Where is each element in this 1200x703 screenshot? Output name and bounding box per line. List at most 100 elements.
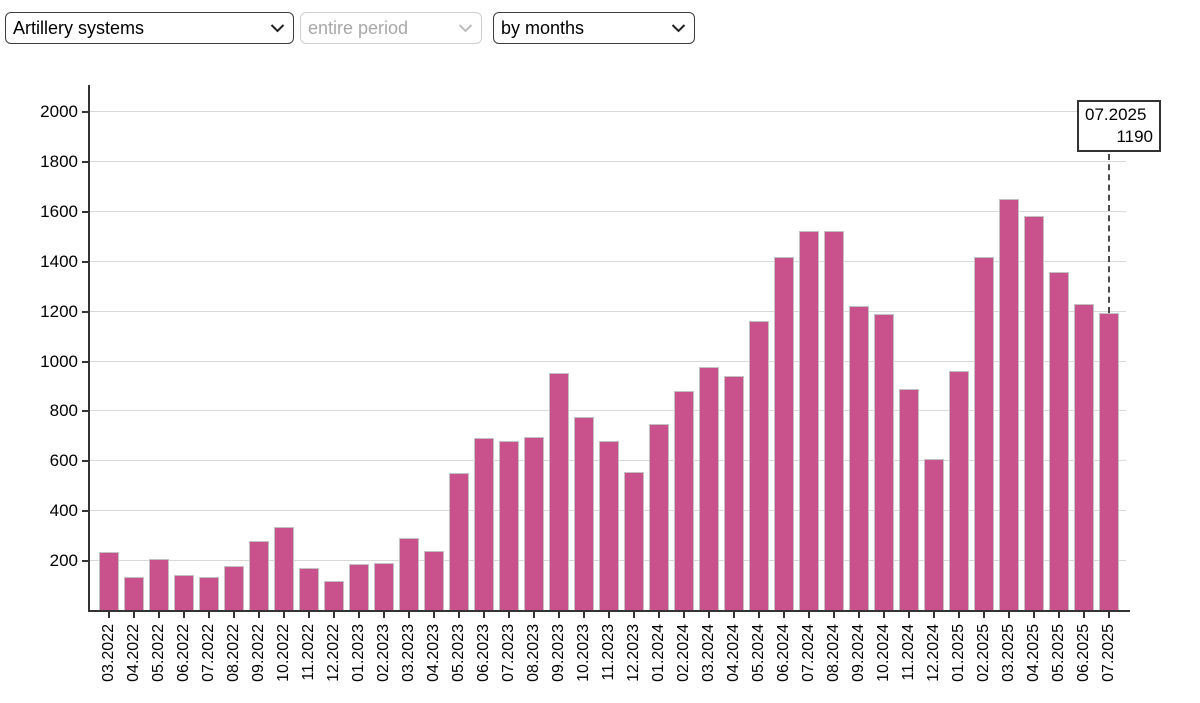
bar-03.2024[interactable] (699, 367, 719, 610)
bar-09.2023[interactable] (549, 373, 569, 610)
bar-07.2023[interactable] (499, 441, 519, 610)
bar-10.2022[interactable] (274, 527, 294, 610)
bar-02.2024[interactable] (674, 391, 694, 610)
x-tick (383, 612, 385, 618)
bar-10.2024[interactable] (874, 314, 894, 610)
bar-03.2023[interactable] (399, 538, 419, 610)
bar-04.2023[interactable] (424, 551, 444, 610)
bar-01.2024[interactable] (649, 424, 669, 610)
bar-06.2023[interactable] (474, 438, 494, 610)
bar-09.2024[interactable] (849, 306, 869, 610)
weapon-type-select[interactable]: Artillery systems (5, 12, 294, 44)
y-tick (82, 510, 88, 513)
bar-08.2024[interactable] (824, 231, 844, 610)
chart-tooltip: 07.2025 1190 (1077, 100, 1161, 152)
bar-03.2022[interactable] (99, 552, 119, 610)
x-tick (758, 612, 760, 618)
x-tick (633, 612, 635, 618)
x-tick (558, 612, 560, 618)
x-tick (233, 612, 235, 618)
bar-11.2024[interactable] (899, 389, 919, 610)
x-axis-label: 12.2024 (925, 624, 942, 682)
x-axis-label: 10.2023 (575, 624, 592, 682)
y-axis-label: 400 (49, 501, 78, 521)
bar-11.2023[interactable] (599, 441, 619, 610)
x-tick (1033, 612, 1035, 618)
y-tick (82, 360, 88, 363)
bar-01.2025[interactable] (949, 371, 969, 610)
grouping-select-wrap: by months (493, 12, 695, 44)
y-tick (82, 260, 88, 263)
x-axis-label: 12.2023 (625, 624, 642, 682)
x-axis-label: 02.2024 (675, 624, 692, 682)
y-gridline (88, 111, 1126, 112)
bar-01.2023[interactable] (349, 564, 369, 610)
x-axis-label: 05.2022 (150, 624, 167, 682)
x-tick (808, 612, 810, 618)
period-select[interactable]: entire period (300, 12, 482, 44)
x-axis-label: 04.2024 (725, 624, 742, 682)
bar-08.2022[interactable] (224, 566, 244, 610)
x-tick (1083, 612, 1085, 618)
x-axis-label: 06.2025 (1075, 624, 1092, 682)
x-axis-label: 07.2023 (500, 624, 517, 682)
y-axis-label: 2000 (40, 102, 78, 121)
y-tick (82, 210, 88, 213)
y-axis-label: 1600 (40, 201, 78, 221)
x-axis-label: 11.2024 (900, 624, 917, 681)
weapon-type-select-wrap: Artillery systems (5, 12, 294, 44)
bar-07.2025[interactable] (1099, 313, 1119, 610)
bar-09.2022[interactable] (249, 541, 269, 610)
bar-07.2024[interactable] (799, 231, 819, 610)
bar-12.2022[interactable] (324, 581, 344, 610)
x-axis-label: 08.2022 (225, 624, 242, 682)
bar-08.2023[interactable] (524, 437, 544, 610)
x-tick (1108, 612, 1110, 618)
x-axis-label: 10.2022 (275, 624, 292, 682)
bar-07.2022[interactable] (199, 577, 219, 610)
y-gridline (88, 210, 1126, 212)
bar-11.2022[interactable] (299, 568, 319, 610)
x-axis-label: 09.2022 (250, 624, 267, 682)
x-tick (533, 612, 535, 618)
bar-05.2022[interactable] (149, 559, 169, 610)
filter-controls: Artillery systems entire period by month… (0, 0, 1200, 56)
y-gridline (88, 160, 1126, 162)
bar-06.2022[interactable] (174, 575, 194, 610)
bar-12.2023[interactable] (624, 472, 644, 610)
bar-12.2024[interactable] (924, 459, 944, 610)
grouping-select[interactable]: by months (493, 12, 695, 44)
x-axis-label: 05.2025 (1050, 624, 1067, 682)
x-tick (583, 612, 585, 618)
bar-04.2022[interactable] (124, 577, 144, 610)
bar-04.2025[interactable] (1024, 216, 1044, 610)
y-axis-label: 200 (49, 551, 78, 571)
x-axis-label: 08.2023 (525, 624, 542, 682)
x-axis-label: 03.2024 (700, 624, 717, 682)
x-axis-label: 01.2025 (950, 624, 967, 682)
bar-02.2023[interactable] (374, 563, 394, 610)
bar-05.2023[interactable] (449, 473, 469, 610)
bar-02.2025[interactable] (974, 257, 994, 610)
x-axis-label: 01.2024 (650, 624, 667, 682)
x-tick (183, 612, 185, 618)
x-tick (1008, 612, 1010, 618)
x-tick (933, 612, 935, 618)
tooltip-value: 1190 (1116, 127, 1153, 146)
x-axis-label: 06.2022 (175, 624, 192, 682)
x-tick (108, 612, 110, 618)
bar-05.2024[interactable] (749, 321, 769, 610)
bar-06.2024[interactable] (774, 257, 794, 610)
bar-03.2025[interactable] (999, 199, 1019, 610)
x-axis-label: 04.2022 (125, 624, 142, 682)
y-tick (82, 410, 88, 413)
x-axis-label: 06.2024 (775, 624, 792, 682)
x-tick (608, 612, 610, 618)
bar-10.2023[interactable] (574, 417, 594, 610)
bar-06.2025[interactable] (1074, 304, 1094, 610)
bar-04.2024[interactable] (724, 376, 744, 610)
bar-05.2025[interactable] (1049, 272, 1069, 610)
x-tick (258, 612, 260, 618)
x-tick (433, 612, 435, 618)
